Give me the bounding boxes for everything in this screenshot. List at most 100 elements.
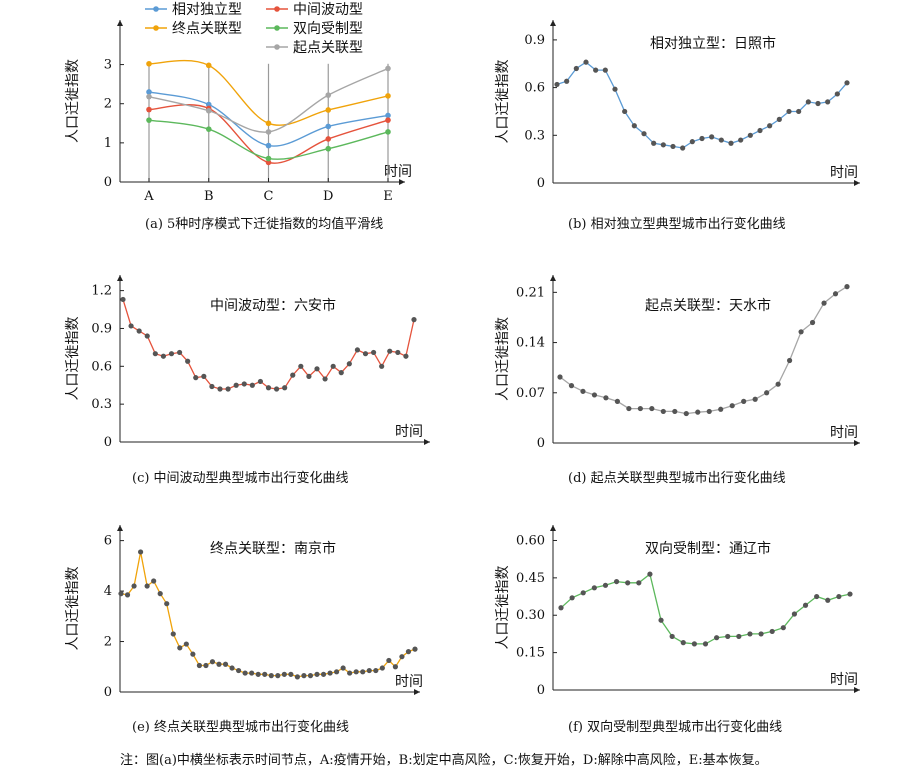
y-tick-label: 0.15 (516, 646, 545, 661)
y-tick-label: 3 (104, 58, 112, 73)
y-axis-label: 人口迁徙指数 (495, 317, 511, 401)
y-tick-label: 6 (104, 534, 112, 549)
data-point (757, 127, 763, 134)
data-point (340, 665, 346, 671)
data-point (680, 145, 686, 151)
x-axis-arrow (424, 439, 430, 445)
data-point (670, 143, 676, 150)
data-point (327, 670, 333, 676)
y-axis-label: 人口迁徙指数 (65, 567, 81, 651)
y-tick-label: 0.21 (516, 285, 545, 300)
y-tick-label: 4 (104, 584, 112, 599)
data-point (699, 135, 705, 142)
chart-title: 中间波动型：六安市 (210, 297, 336, 314)
data-point (255, 671, 261, 677)
data-point (273, 386, 280, 392)
data-point (612, 86, 618, 92)
data-point (728, 140, 734, 146)
data-point (385, 129, 391, 135)
data-point (695, 409, 701, 415)
legend-label: 终点关联型 (172, 21, 242, 37)
data-point (802, 602, 809, 608)
chart-title: 双向受制型：通辽市 (645, 540, 771, 557)
data-point (144, 333, 150, 339)
data-point (776, 116, 782, 122)
data-point (769, 628, 775, 635)
data-point (241, 381, 247, 387)
data-point (603, 395, 609, 401)
data-point (209, 383, 215, 390)
data-point (354, 347, 361, 353)
data-point (229, 665, 235, 671)
data-point (146, 93, 152, 100)
data-point (176, 349, 183, 356)
data-point (325, 145, 332, 152)
data-point (651, 140, 657, 146)
data-point (265, 159, 272, 166)
data-point (265, 129, 272, 135)
data-point (626, 405, 632, 412)
data-point (741, 398, 747, 404)
legend-marker (153, 6, 159, 12)
chart-caption: (c) 中间波动型典型城市出行变化曲线 (132, 470, 349, 486)
x-axis-label: 时间 (830, 672, 858, 688)
data-point (689, 139, 695, 145)
data-point (262, 671, 268, 677)
data-point (242, 670, 248, 676)
y-tick-label: 0 (537, 176, 545, 191)
data-point (146, 117, 152, 123)
data-point (353, 669, 359, 675)
x-tick-label: C (264, 189, 274, 204)
data-point (669, 633, 675, 640)
y-axis-arrow (550, 525, 556, 531)
data-point (658, 617, 664, 623)
legend-marker (274, 6, 280, 12)
data-point (591, 585, 597, 591)
data-point (325, 136, 332, 142)
y-axis-arrow (117, 275, 123, 281)
x-axis-arrow (854, 687, 860, 693)
data-point (729, 403, 735, 409)
data-point (405, 649, 412, 655)
y-tick-label: 0 (104, 435, 112, 450)
data-point (236, 667, 242, 674)
data-point (392, 664, 398, 670)
data-point (193, 375, 199, 381)
data-point (190, 651, 196, 657)
x-axis-label: 时间 (384, 164, 412, 180)
legend-marker (274, 25, 280, 31)
data-point (249, 382, 255, 388)
data-point (647, 571, 653, 577)
data-point (203, 662, 209, 669)
data-point (637, 405, 643, 412)
y-tick-label: 0 (104, 175, 112, 190)
y-tick-label: 0.9 (91, 321, 112, 336)
data-point (583, 59, 589, 65)
data-point (294, 674, 300, 680)
data-point (325, 107, 332, 113)
data-point (718, 406, 724, 412)
data-point (265, 155, 272, 162)
data-point (718, 137, 724, 143)
data-point (625, 580, 631, 586)
data-point (152, 351, 158, 357)
data-point (821, 300, 827, 306)
data-point (301, 673, 307, 679)
data-point (680, 640, 686, 646)
chart-caption: (d) 起点关联型典型城市出行变化曲线 (568, 470, 786, 486)
data-point (847, 591, 853, 597)
y-tick-label: 0.9 (524, 33, 545, 48)
data-point (591, 392, 598, 398)
data-point (131, 583, 137, 589)
data-point (290, 372, 296, 378)
y-tick-label: 0 (104, 685, 112, 700)
data-point (205, 101, 212, 108)
data-point (128, 323, 134, 329)
figure-note: 注：图(a)中横坐标表示时间节点，A:疫情开始，B:划定中高风险，C:恢复开始，… (120, 753, 768, 768)
data-point (322, 376, 328, 382)
data-point (747, 631, 753, 637)
data-point (403, 353, 409, 359)
data-point (249, 670, 255, 676)
data-point (809, 319, 816, 326)
